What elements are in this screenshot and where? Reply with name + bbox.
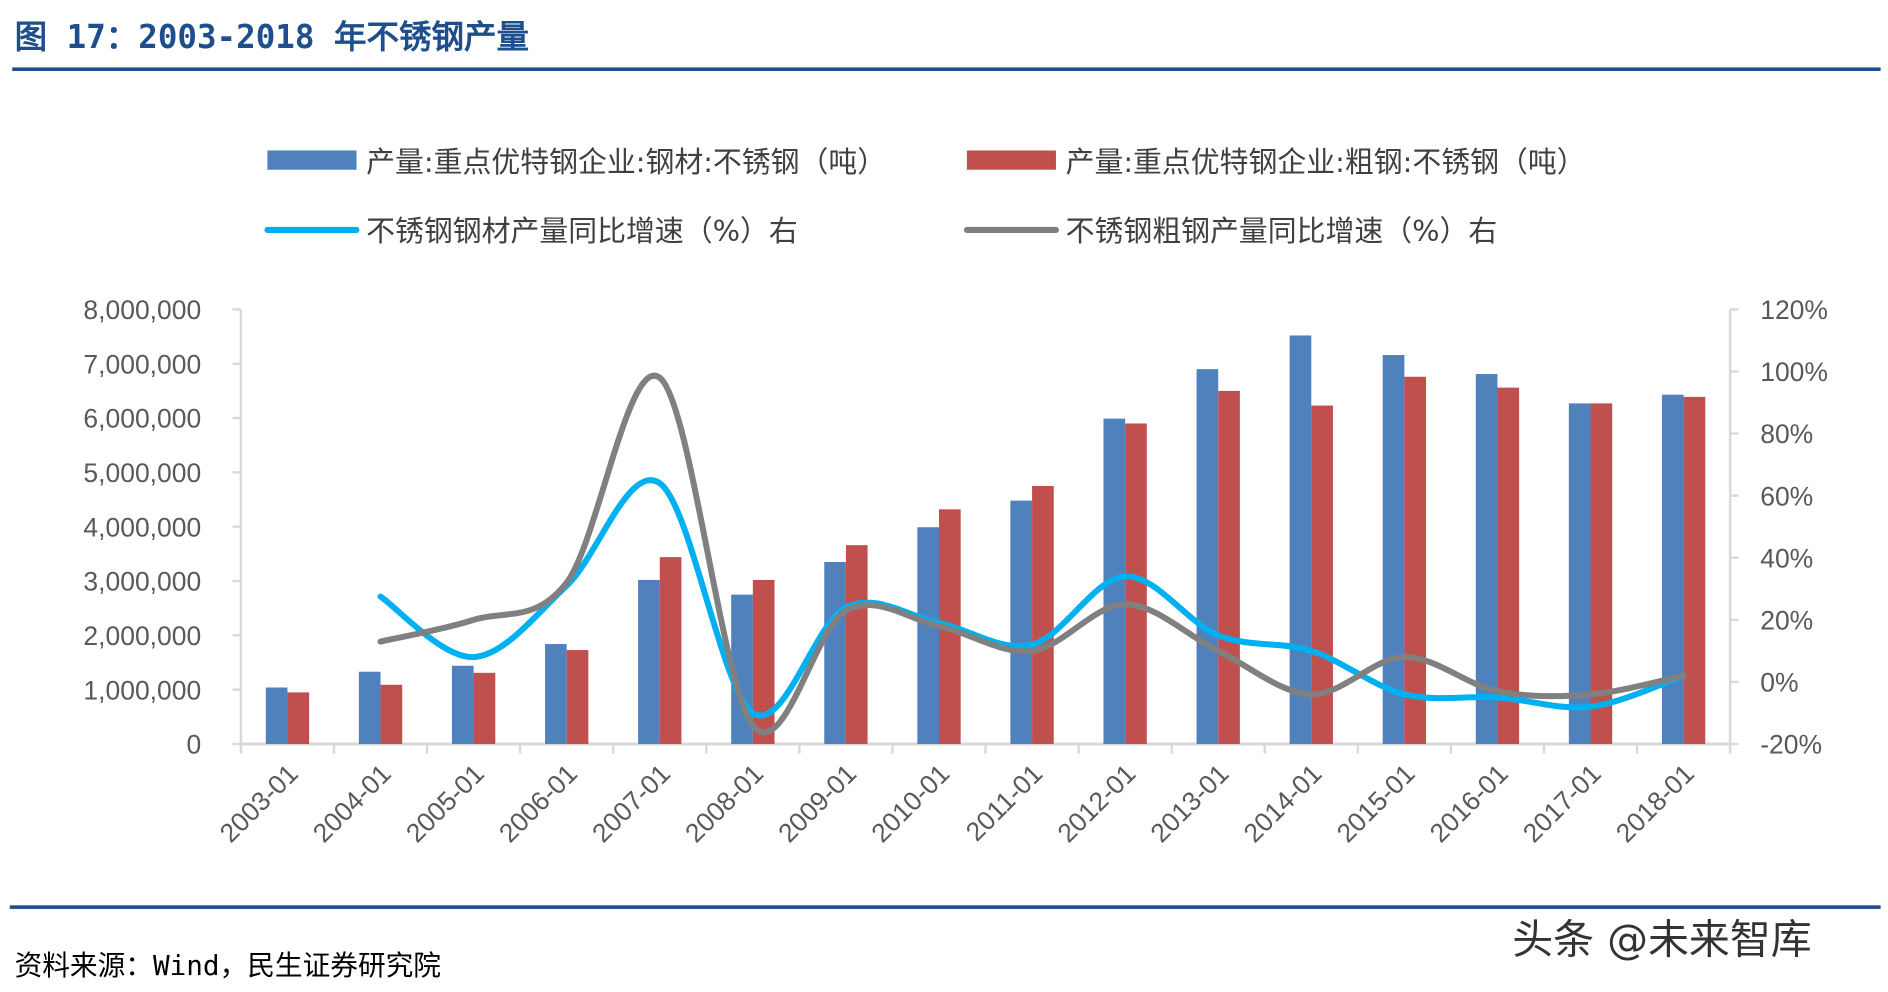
bar-crude-steel [659,557,682,744]
right-tick-label: 40% [1760,543,1813,573]
x-tick-label: 2018-01 [1610,758,1700,848]
left-tick-label: 0 [186,730,201,760]
x-tick-label: 2010-01 [865,758,955,848]
right-tick-label: -20% [1760,730,1822,760]
x-tick-label: 2013-01 [1145,758,1235,848]
right-tick-label: 100% [1760,357,1828,387]
bar-steel-product [824,562,846,744]
right-tick-label: 120% [1760,295,1828,325]
x-tick-label: 2014-01 [1238,758,1328,848]
left-tick-label: 2,000,000 [83,621,201,651]
line-steel-product-yoy [377,477,1687,719]
line-crude-steel-yoy [377,372,1687,736]
bar-steel-product [1010,500,1033,744]
bar-crude-steel [1497,387,1520,744]
x-tick-label: 2006-01 [493,758,583,848]
right-tick-label: 20% [1760,605,1813,635]
left-tick-label: 7,000,000 [83,349,201,379]
x-tick-label: 2003-01 [214,758,304,848]
x-tick-label: 2007-01 [586,758,676,848]
bar-steel-product [1382,355,1405,744]
bar-steel-product [451,665,474,744]
right-tick-label: 0% [1760,668,1798,698]
bar-steel-product [638,579,660,744]
x-tick-label: 2016-01 [1424,758,1514,848]
bar-crude-steel [1683,396,1706,744]
right-tick-label: 80% [1760,419,1813,449]
bar-crude-steel [845,545,868,744]
bars [265,335,1706,744]
chart-title: 图 17：2003-2018 年不锈钢产量 [15,18,529,56]
legend-label: 产量:重点优特钢企业:钢材:不锈钢（吨） [366,145,886,179]
x-tick-label: 2009-01 [772,758,862,848]
left-tick-label: 4,000,000 [83,512,201,542]
bar-steel-product [917,527,939,744]
legend-swatch [966,150,1056,170]
bar-crude-steel [380,684,403,744]
x-tick-label: 2005-01 [400,758,490,848]
bar-steel-product [1289,335,1312,744]
bar-steel-product [1568,403,1591,744]
title-rule [12,67,1881,72]
bar-crude-steel [1404,376,1427,744]
x-tick-label: 2017-01 [1517,758,1607,848]
footer-rule [9,905,1881,909]
legend-swatch [267,150,357,170]
left-tick-label: 8,000,000 [83,295,201,325]
x-tick-label: 2004-01 [307,758,397,848]
bar-crude-steel [287,692,310,744]
legend: 产量:重点优特钢企业:钢材:不锈钢（吨） 产量:重点优特钢企业:粗钢:不锈钢（吨）… [264,145,1586,248]
bar-steel-product [1661,394,1684,744]
bar-crude-steel [473,672,496,744]
legend-label: 不锈钢钢材产量同比增速（%）右 [366,214,798,248]
bar-steel-product [265,687,288,744]
lines [377,372,1687,736]
bar-crude-steel [1125,423,1147,744]
left-tick-label: 3,000,000 [83,567,201,597]
bar-steel-product [358,671,381,744]
x-tick-label: 2015-01 [1331,758,1421,848]
bar-steel-product [1475,374,1498,744]
left-tick-label: 6,000,000 [83,404,201,434]
bar-steel-product [1196,369,1219,744]
bar-crude-steel [1032,485,1054,744]
bar-crude-steel [566,650,589,744]
bar-crude-steel [752,579,775,744]
left-tick-label: 1,000,000 [83,675,201,705]
watermark: 头条 @未来智库 [1512,915,1811,963]
x-tick-label: 2011-01 [960,758,1049,847]
bar-crude-steel [1590,403,1613,744]
bar-crude-steel [1218,390,1240,744]
left-tick-label: 5,000,000 [83,458,201,488]
bar-steel-product [545,644,567,744]
x-tick-label: 2012-01 [1052,758,1142,848]
right-tick-label: 60% [1760,481,1813,511]
legend-label: 产量:重点优特钢企业:粗钢:不锈钢（吨） [1066,145,1586,179]
legend-label: 不锈钢粗钢产量同比增速（%）右 [1066,214,1498,248]
x-tick-label: 2008-01 [679,758,769,848]
source-note: 资料来源：Wind，民生证券研究院 [15,949,441,982]
